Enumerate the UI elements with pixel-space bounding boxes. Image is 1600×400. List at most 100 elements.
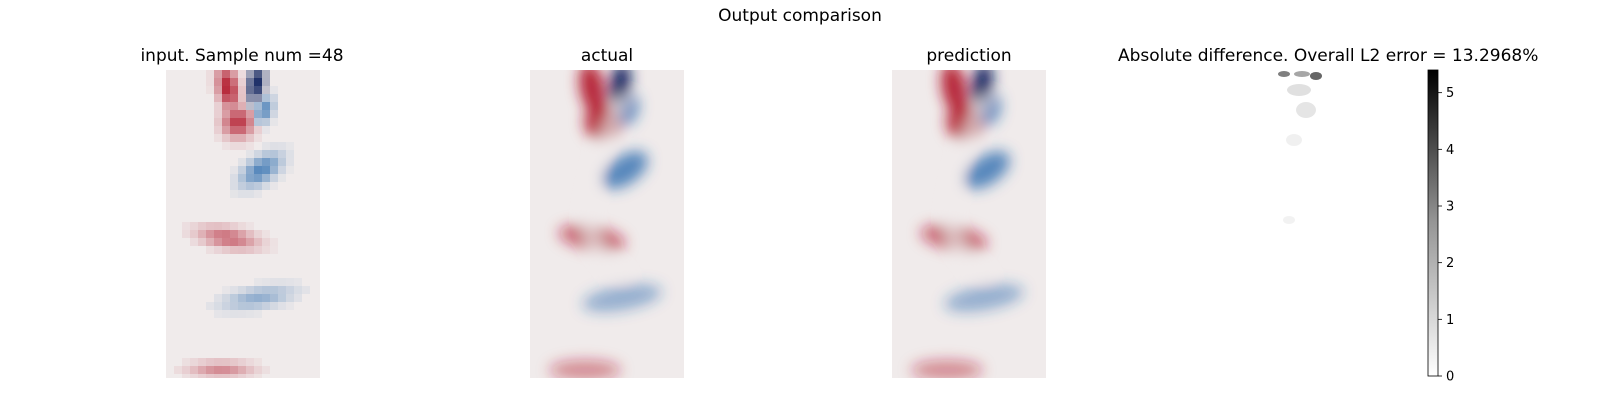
input-pixel [246, 142, 254, 150]
input-pixel [238, 70, 246, 78]
input-pixel [222, 78, 230, 86]
input-pixel [222, 94, 230, 102]
input-pixel [294, 294, 302, 302]
input-pixel [206, 302, 214, 310]
input-pixel [278, 166, 286, 174]
input-pixel [230, 302, 238, 310]
input-pixel [190, 238, 198, 246]
vortex-blob [584, 104, 620, 140]
input-pixel [230, 294, 238, 302]
input-pixel [254, 366, 262, 374]
input-pixel [206, 230, 214, 238]
input-pixel [246, 182, 254, 190]
panel-prediction-title: prediction [926, 46, 1012, 66]
input-pixel [230, 374, 238, 378]
input-pixel [246, 158, 254, 166]
input-pixel [254, 374, 262, 378]
input-pixel [230, 78, 238, 86]
colorbar-tick-label: 1 [1446, 313, 1454, 328]
input-pixel [254, 94, 262, 102]
input-pixel [238, 294, 246, 302]
input-pixel [270, 182, 278, 190]
input-pixel [278, 286, 286, 294]
input-pixel [238, 222, 246, 230]
panel-actual-title: actual [580, 46, 634, 66]
input-pixel [286, 142, 294, 150]
input-pixel [302, 286, 310, 294]
shear-gap [947, 94, 990, 281]
input-pixel [222, 86, 230, 94]
input-pixel [222, 134, 230, 142]
input-pixel [246, 310, 254, 318]
input-pixel [278, 302, 286, 310]
input-pixel [206, 238, 214, 246]
input-pixel [230, 86, 238, 94]
input-pixel [238, 246, 246, 254]
input-pixel [286, 150, 294, 158]
vortex-blob [946, 104, 982, 140]
input-pixel [214, 374, 222, 378]
input-pixel [278, 142, 286, 150]
input-pixel [230, 94, 238, 102]
input-pixel [254, 230, 262, 238]
input-pixel [214, 78, 222, 86]
input-pixel [222, 310, 230, 318]
vortex-blob [941, 70, 967, 114]
input-pixel [246, 286, 254, 294]
colorbar-tick-label: 2 [1446, 256, 1454, 271]
difference-speck [1296, 102, 1316, 118]
input-pixel [222, 110, 230, 118]
input-pixel [214, 366, 222, 374]
input-pixel [246, 230, 254, 238]
colorbar-tick-label: 0 [1446, 370, 1454, 385]
input-pixel [206, 86, 214, 94]
input-pixel [246, 150, 254, 158]
input-pixel [238, 238, 246, 246]
input-pixel [278, 294, 286, 302]
input-pixel [246, 366, 254, 374]
input-pixel [262, 70, 270, 78]
input-pixel [246, 110, 254, 118]
input-pixel [278, 278, 286, 286]
input-pixel [238, 134, 246, 142]
input-pixel [262, 102, 270, 110]
input-pixel [246, 302, 254, 310]
input-pixel [182, 222, 190, 230]
input-pixel [238, 86, 246, 94]
input-pixel [246, 222, 254, 230]
input-pixel [206, 78, 214, 86]
input-pixel [238, 174, 246, 182]
input-pixel [246, 70, 254, 78]
prediction-heatmap [892, 70, 1046, 378]
input-pixel [214, 246, 222, 254]
input-pixel [262, 86, 270, 94]
vortex-blob [964, 151, 1010, 189]
input-pixel [246, 118, 254, 126]
input-pixel [230, 238, 238, 246]
input-pixel [246, 126, 254, 134]
input-pixel [238, 302, 246, 310]
input-pixel [206, 70, 214, 78]
input-pixel [222, 222, 230, 230]
input-pixel [238, 230, 246, 238]
input-pixel [286, 294, 294, 302]
input-pixel [278, 158, 286, 166]
panel-input-title: input. Sample num =48 [140, 46, 344, 66]
input-pixel [230, 190, 238, 198]
input-pixel [254, 190, 262, 198]
input-pixel [254, 134, 262, 142]
input-pixel [254, 70, 262, 78]
input-pixel [246, 94, 254, 102]
input-pixel [222, 374, 230, 378]
input-pixel [206, 246, 214, 254]
difference-speck [1310, 72, 1322, 80]
input-pixel [222, 102, 230, 110]
input-pixel [262, 126, 270, 134]
input-pixel [254, 78, 262, 86]
actual-heatmap [530, 70, 684, 378]
input-pixel [270, 238, 278, 246]
input-pixel [230, 70, 238, 78]
input-pixel [230, 358, 238, 366]
vortex-blob [971, 70, 993, 106]
input-pixel [254, 358, 262, 366]
